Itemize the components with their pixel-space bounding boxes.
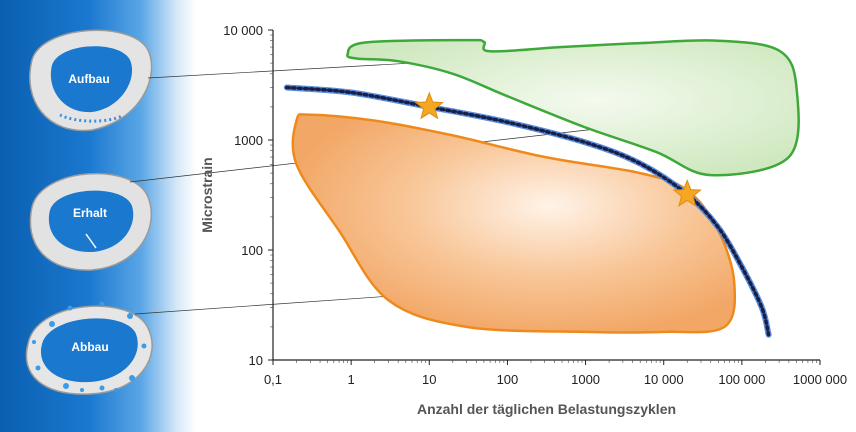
leader-line	[134, 295, 389, 315]
curve-erhalt-dots	[285, 85, 771, 337]
y-tick-label: 100	[241, 243, 263, 258]
x-tick-label: 10	[422, 372, 436, 387]
label-abbau: Abbau	[71, 340, 109, 354]
bone-cross-section-abbau	[25, 301, 153, 395]
label-aufbau: Aufbau	[68, 72, 110, 86]
stars	[414, 91, 702, 207]
x-tick-label: 10 000	[644, 372, 684, 387]
x-tick-label: 0,1	[264, 372, 282, 387]
regions	[283, 38, 800, 338]
x-tick-label: 100 000	[718, 372, 765, 387]
x-tick-label: 1000	[571, 372, 600, 387]
y-tick-label: 10	[249, 353, 263, 368]
x-tick-label: 1	[348, 372, 355, 387]
bone-cross-section-aufbau	[29, 29, 153, 132]
y-axis-label: Microstrain	[199, 157, 215, 232]
star-marker	[414, 91, 444, 120]
x-tick-label: 1000 000	[793, 372, 847, 387]
bone-illustration-panel: Aufbau Erhalt Abbau	[0, 0, 196, 432]
region-aufbau	[346, 38, 800, 177]
bone-cross-section-erhalt	[29, 172, 153, 271]
axes: 0,1 1 10 100 1000 10 000 100 000 1000 000 10 100 1…	[223, 23, 847, 387]
x-tick-label: 100	[497, 372, 519, 387]
label-erhalt: Erhalt	[72, 206, 107, 220]
star-marker	[672, 179, 702, 207]
y-tick-label: 1000	[234, 133, 263, 148]
y-tick-label: 10 000	[223, 23, 263, 38]
region-abbau	[291, 113, 737, 334]
x-axis-label: Anzahl der täglichen Belastungszyklen	[417, 401, 676, 417]
